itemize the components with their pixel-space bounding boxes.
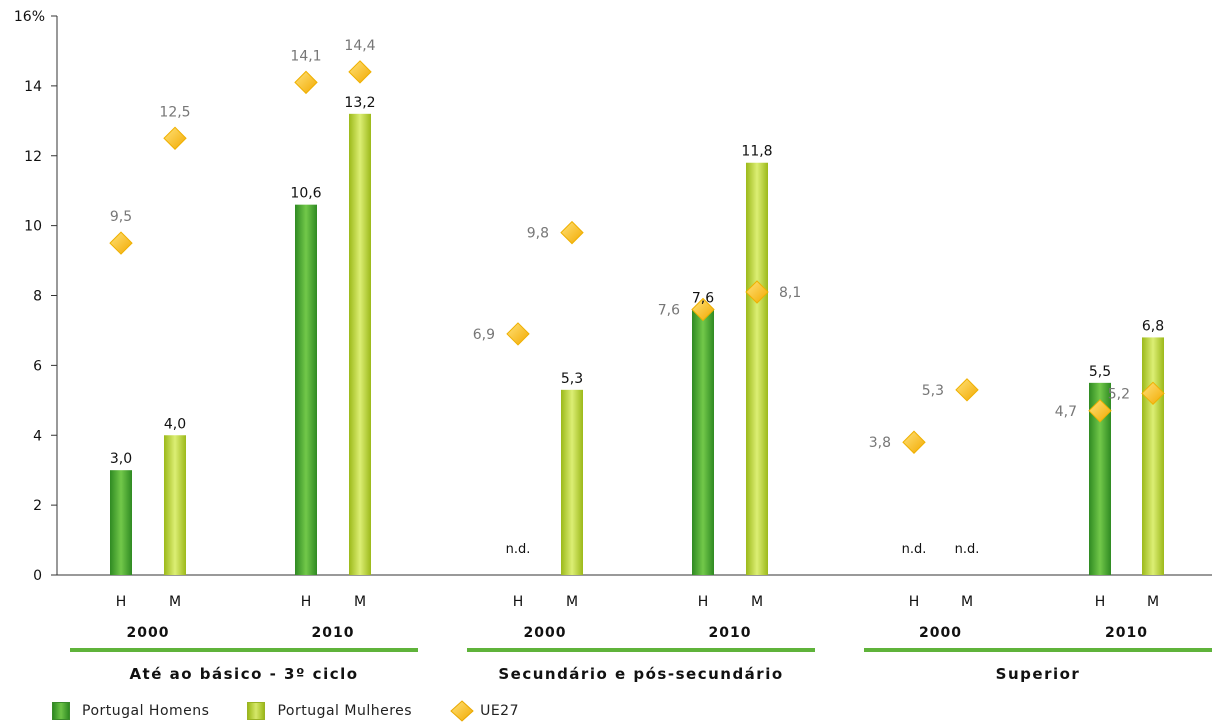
y-tick-label: 8 [33, 289, 42, 305]
not-available-label: n.d. [902, 542, 927, 557]
ue27-marker [348, 60, 372, 84]
ue27-value-label: 5,2 [1108, 386, 1130, 402]
bar-value-label: 4,0 [164, 416, 186, 432]
bar-value-label: 3,0 [110, 451, 132, 467]
ue27-marker [294, 70, 318, 95]
sex-category-label: M [751, 594, 763, 610]
year-label: 2000 [127, 625, 170, 641]
ue27-value-label: 8,1 [779, 285, 801, 301]
bar-portugal-mulheres [561, 389, 583, 575]
bar-portugal-mulheres [349, 113, 371, 575]
bar-portugal-homens [692, 309, 714, 575]
y-tick-label: 14 [24, 79, 42, 95]
sex-category-label: H [909, 594, 920, 610]
bar-portugal-mulheres [1142, 337, 1164, 575]
y-tick-label: 12 [24, 149, 42, 165]
legend-label-mulheres: Portugal Mulheres [277, 703, 413, 719]
legend: Portugal Homens Portugal Mulheres UE27 [52, 700, 557, 722]
ue27-marker [691, 297, 715, 322]
sex-category-label: M [566, 594, 578, 610]
sex-category-label: M [1147, 594, 1159, 610]
ue27-value-label: 4,7 [1055, 404, 1077, 420]
bar-portugal-homens [295, 204, 317, 575]
group-separator-line [70, 648, 418, 652]
year-label: 2000 [919, 625, 962, 641]
sex-category-label: H [301, 594, 312, 610]
not-available-label: n.d. [506, 542, 531, 557]
sex-category-label: H [513, 594, 524, 610]
ue27-marker [955, 378, 979, 402]
sex-category-label: M [961, 594, 973, 610]
legend-swatch-mulheres [247, 702, 266, 720]
ue27-value-label: 9,8 [527, 226, 549, 242]
bar-value-label: 7,6 [692, 290, 714, 306]
legend-item-ue27: UE27 [450, 700, 519, 722]
bar-value-label: 11,8 [741, 144, 772, 160]
chart: 0 2 4 6 8 10 12 14 16% 3,0 9,5 4,0 12,5 10,6 14,1 13,2… [14, 9, 1212, 683]
ue27-value-label: 3,8 [869, 435, 891, 451]
ue27-value-label: 14,1 [290, 48, 321, 64]
not-available-label: n.d. [955, 542, 980, 557]
legend-label-ue27: UE27 [480, 703, 519, 719]
ue27-value-label: 9,5 [110, 209, 132, 225]
bar-value-label: 13,2 [344, 95, 375, 111]
legend-label-homens: Portugal Homens [82, 703, 210, 719]
ue27-marker [1088, 399, 1112, 423]
bar-value-label: 5,3 [561, 371, 583, 387]
ue27-value-label: 7,6 [658, 302, 680, 318]
ue27-value-label: 6,9 [473, 327, 495, 343]
legend-diamond-icon [450, 700, 474, 722]
year-label: 2010 [709, 625, 752, 641]
y-tick-label: 6 [33, 358, 42, 374]
sex-category-label: H [116, 594, 127, 610]
year-label: 2010 [312, 625, 355, 641]
bar-value-label: 6,8 [1142, 318, 1164, 334]
ue27-marker [902, 430, 926, 454]
ue27-value-label: 14,4 [344, 38, 375, 54]
sex-category-label: H [698, 594, 709, 610]
ue27-marker [1141, 381, 1165, 406]
y-tick-label: 2 [33, 498, 42, 514]
ue27-value-label: 5,3 [922, 383, 944, 399]
ue27-marker [109, 231, 133, 255]
ue27-marker [560, 220, 584, 245]
group-separator-line [864, 648, 1212, 652]
bar-portugal-homens [1089, 382, 1111, 575]
legend-item-mulheres: Portugal Mulheres [247, 702, 412, 720]
education-group-label: Superior [996, 665, 1081, 683]
y-tick-label: 0 [33, 568, 42, 584]
sex-category-label: H [1095, 594, 1106, 610]
sex-category-label: M [169, 594, 181, 610]
ue27-value-label: 12,5 [159, 104, 190, 120]
education-group-label: Até ao básico - 3º ciclo [129, 665, 358, 683]
y-unit-label: 16% [14, 9, 45, 25]
ue27-marker [745, 280, 769, 304]
group-separator-line [467, 648, 815, 652]
bar-portugal-homens [110, 470, 132, 575]
legend-item-homens: Portugal Homens [52, 702, 209, 720]
y-tick-label: 4 [33, 428, 42, 444]
education-group-label: Secundário e pós-secundário [498, 665, 783, 683]
bar-value-label: 10,6 [290, 186, 321, 202]
year-label: 2000 [524, 625, 567, 641]
y-tick-label: 10 [24, 219, 42, 235]
bar-portugal-mulheres [164, 435, 186, 575]
bar-value-label: 5,5 [1089, 364, 1111, 380]
year-label: 2010 [1105, 625, 1148, 641]
sex-category-label: M [354, 594, 366, 610]
legend-swatch-homens [52, 702, 70, 720]
ue27-marker [163, 126, 187, 150]
ue27-marker [506, 322, 530, 346]
bar-portugal-mulheres [746, 162, 768, 576]
